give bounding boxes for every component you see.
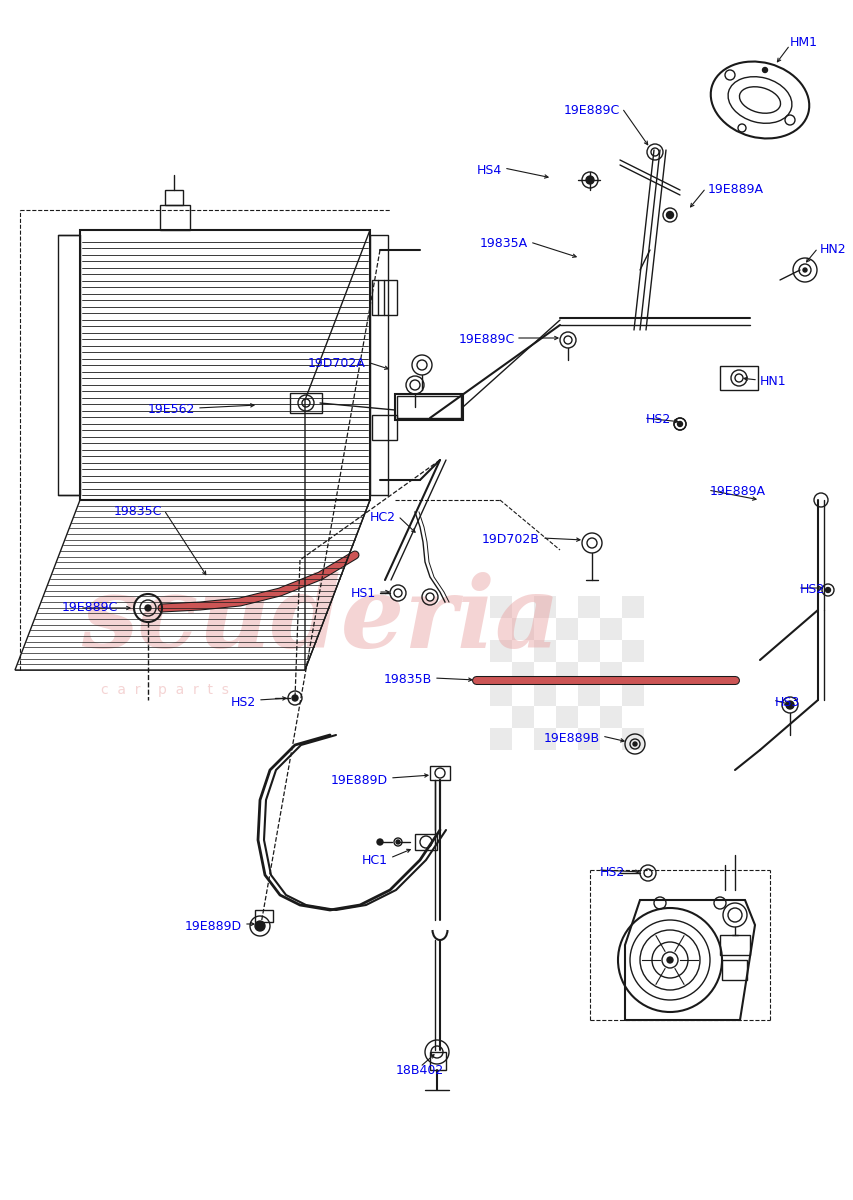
- Bar: [58, 235, 80, 494]
- Text: 19835A: 19835A: [479, 238, 527, 251]
- Bar: [290, 392, 322, 413]
- Text: scuderia: scuderia: [80, 571, 559, 668]
- Text: HS1: HS1: [351, 588, 375, 600]
- Bar: [721, 960, 746, 980]
- Bar: [600, 618, 621, 640]
- Bar: [533, 596, 555, 618]
- Text: 19E889D: 19E889D: [330, 774, 387, 786]
- Text: 19E562: 19E562: [148, 403, 194, 416]
- Text: HN1: HN1: [759, 376, 786, 389]
- Circle shape: [632, 742, 636, 746]
- Circle shape: [665, 211, 673, 218]
- Text: 19E889B: 19E889B: [543, 732, 600, 744]
- Bar: [512, 662, 533, 684]
- Bar: [490, 596, 512, 618]
- Text: HS2: HS2: [799, 583, 824, 596]
- Bar: [600, 662, 621, 684]
- Text: HS2: HS2: [600, 865, 624, 878]
- Bar: [395, 394, 462, 420]
- Bar: [372, 280, 397, 314]
- Bar: [577, 640, 600, 662]
- Bar: [577, 728, 600, 750]
- Bar: [415, 834, 437, 850]
- Circle shape: [676, 421, 682, 426]
- Text: HC2: HC2: [369, 511, 396, 524]
- Bar: [397, 396, 461, 418]
- Bar: [533, 684, 555, 706]
- Bar: [533, 728, 555, 750]
- Circle shape: [666, 956, 672, 962]
- Text: 19835C: 19835C: [113, 505, 162, 518]
- Text: c  a  r    p  a  r  t  s: c a r p a r t s: [101, 683, 229, 697]
- Bar: [430, 1052, 445, 1070]
- Circle shape: [292, 695, 298, 701]
- Text: 19E889C: 19E889C: [458, 334, 514, 347]
- Bar: [255, 910, 273, 922]
- Text: 19D702B: 19D702B: [482, 534, 539, 546]
- Bar: [160, 205, 189, 230]
- Text: 19E889C: 19E889C: [62, 601, 118, 614]
- Bar: [512, 706, 533, 728]
- Bar: [490, 728, 512, 750]
- Text: HS2: HS2: [645, 414, 670, 426]
- Bar: [490, 640, 512, 662]
- Bar: [621, 684, 643, 706]
- Text: 19E889A: 19E889A: [707, 184, 763, 197]
- Text: 19E889D: 19E889D: [184, 919, 241, 932]
- Bar: [577, 596, 600, 618]
- Text: HS4: HS4: [476, 163, 502, 176]
- Circle shape: [585, 176, 594, 184]
- Circle shape: [376, 839, 382, 845]
- Circle shape: [393, 589, 402, 596]
- Text: 19835B: 19835B: [383, 673, 432, 686]
- Circle shape: [762, 67, 767, 72]
- Text: HC1: HC1: [362, 853, 387, 866]
- Text: 19E889A: 19E889A: [709, 486, 765, 498]
- Bar: [369, 235, 387, 494]
- Text: HN2: HN2: [819, 244, 845, 257]
- Circle shape: [785, 701, 793, 709]
- Bar: [719, 935, 749, 955]
- Bar: [719, 366, 757, 390]
- Bar: [555, 706, 577, 728]
- Bar: [555, 618, 577, 640]
- Bar: [533, 640, 555, 662]
- Bar: [80, 230, 369, 500]
- Circle shape: [145, 605, 151, 611]
- Circle shape: [396, 840, 399, 844]
- Bar: [490, 684, 512, 706]
- Bar: [512, 618, 533, 640]
- Bar: [621, 596, 643, 618]
- Bar: [600, 706, 621, 728]
- Bar: [372, 415, 397, 440]
- Text: 19E889C: 19E889C: [563, 103, 619, 116]
- Text: 18B402: 18B402: [396, 1063, 444, 1076]
- Circle shape: [426, 593, 433, 601]
- Circle shape: [802, 268, 806, 272]
- Text: HM1: HM1: [789, 36, 817, 48]
- Text: HS3: HS3: [774, 696, 799, 708]
- Bar: [555, 662, 577, 684]
- Bar: [621, 728, 643, 750]
- Bar: [165, 190, 183, 205]
- Circle shape: [255, 922, 264, 931]
- Text: 19D702A: 19D702A: [307, 358, 364, 371]
- Text: HS2: HS2: [230, 696, 256, 708]
- Circle shape: [825, 588, 829, 593]
- Bar: [430, 766, 450, 780]
- Bar: [577, 684, 600, 706]
- Bar: [621, 640, 643, 662]
